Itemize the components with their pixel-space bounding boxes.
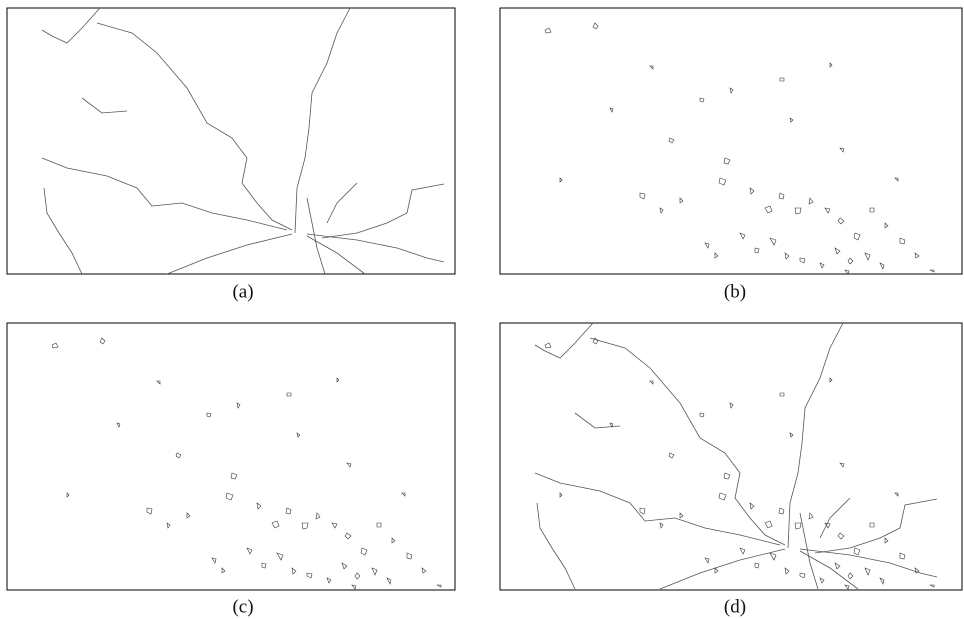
panel-caption: (a)	[232, 281, 253, 302]
panel-caption: (c)	[232, 596, 253, 617]
panel-frame	[7, 8, 455, 274]
panel-caption: (d)	[724, 596, 746, 617]
figure: (a) (b) (c) (d)	[0, 0, 964, 619]
panel-frame	[500, 323, 962, 590]
panel-frame	[7, 323, 455, 590]
panel-frame	[500, 8, 962, 274]
panel-caption: (b)	[724, 281, 746, 302]
